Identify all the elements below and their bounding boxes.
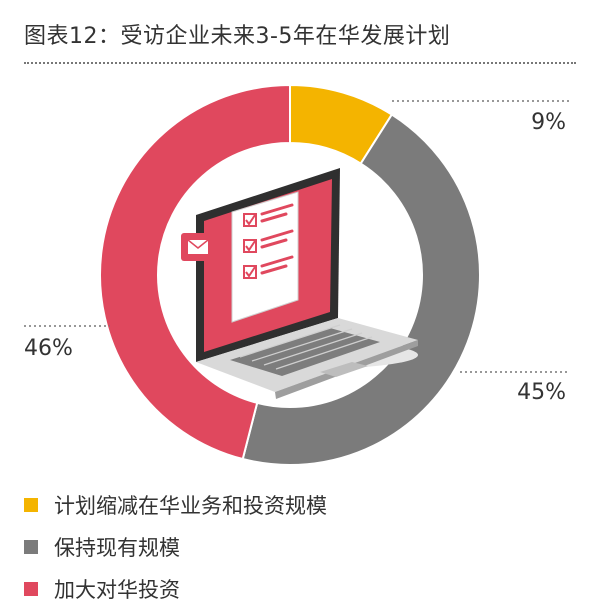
legend-item-maintain: 保持现有规模	[24, 526, 327, 568]
laptop-checklist-icon	[181, 168, 418, 399]
title-divider	[24, 62, 576, 64]
donut-slice-maintain	[241, 113, 481, 466]
legend: 计划缩减在华业务和投资规模 保持现有规模 加大对华投资	[24, 484, 327, 610]
data-label-increase: 46%	[24, 336, 73, 361]
data-label-maintain: 45%	[517, 380, 566, 405]
legend-label-reduce: 计划缩减在华业务和投资规模	[54, 494, 327, 518]
legend-swatch-increase	[24, 582, 38, 596]
legend-swatch-maintain	[24, 540, 38, 554]
legend-label-increase: 加大对华投资	[54, 578, 180, 602]
data-label-reduce: 9%	[531, 110, 566, 135]
legend-item-reduce: 计划缩减在华业务和投资规模	[24, 484, 327, 526]
chart-title: 图表12：受访企业未来3-5年在华发展计划	[24, 24, 451, 49]
legend-swatch-reduce	[24, 498, 38, 512]
legend-label-maintain: 保持现有规模	[54, 536, 180, 560]
donut-chart	[24, 83, 570, 466]
legend-item-increase: 加大对华投资	[24, 568, 327, 610]
donut-slice-increase	[99, 83, 291, 461]
